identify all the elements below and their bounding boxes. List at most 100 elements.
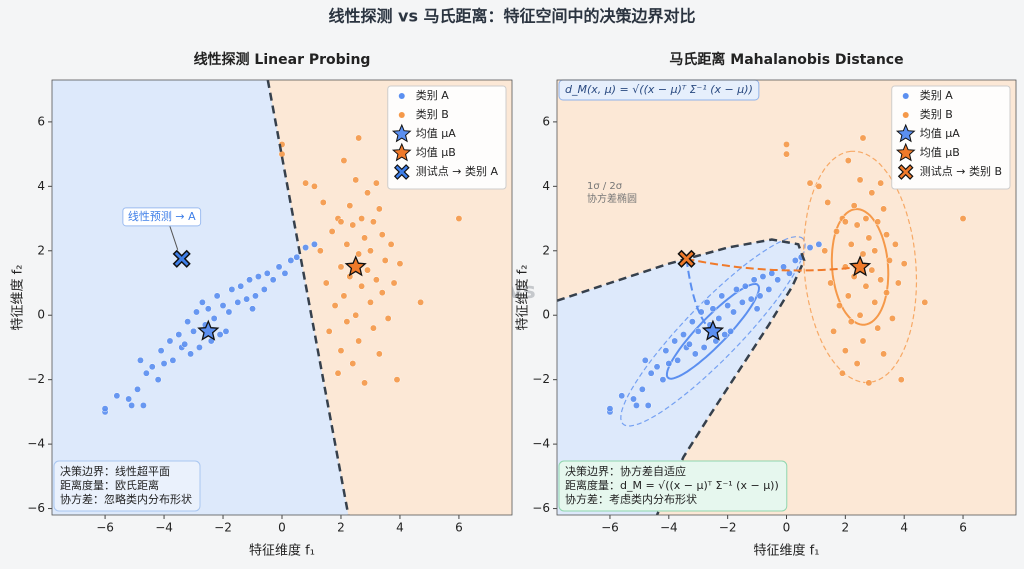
info-box — [53, 460, 201, 512]
data-point — [815, 182, 823, 190]
data-point — [322, 279, 330, 287]
mean-marker — [344, 255, 367, 277]
data-point — [166, 337, 174, 345]
data-point — [302, 244, 310, 252]
data-point — [249, 305, 256, 313]
info-line: 距离度量：d_M = √((x − μ)ᵀ Σ⁻¹ (x − μ)) — [565, 478, 779, 492]
figure-title: 线性探测 vs 马氏距离：特征空间中的决策边界对比 — [328, 7, 695, 26]
data-point — [880, 205, 888, 213]
data-point — [352, 176, 360, 184]
panel: −6 −4 −2 0 2 4 6 −6 −4 −2 0 2 4 6 线性探测 Linear Probing 特… — [10, 51, 513, 559]
data-point — [730, 308, 737, 316]
y-axis-label: 特征维度 f₂ — [10, 265, 26, 331]
data-point — [606, 405, 614, 413]
axes-frame — [556, 79, 1017, 516]
data-point — [190, 327, 197, 335]
decision-boundary — [557, 238, 806, 515]
data-point — [697, 308, 705, 316]
legend-swatch — [902, 93, 909, 99]
y-tick-label: −4 — [532, 437, 550, 451]
data-point — [833, 227, 840, 235]
data-point — [160, 360, 168, 368]
data-point — [310, 240, 318, 248]
data-point — [417, 298, 425, 306]
data-point — [780, 263, 788, 271]
data-point — [260, 285, 268, 293]
data-point — [369, 324, 377, 332]
data-point — [198, 298, 206, 306]
data-point — [844, 292, 852, 300]
data-point — [859, 337, 867, 345]
data-point — [113, 392, 121, 400]
x-tick-label: 2 — [842, 521, 850, 535]
data-point — [868, 266, 876, 274]
data-point — [372, 179, 380, 187]
x-axis-label: 特征维度 f₁ — [754, 543, 820, 559]
data-point — [228, 285, 236, 293]
data-point — [859, 250, 867, 258]
x-tick-label: −4 — [155, 521, 173, 535]
data-point — [234, 298, 242, 306]
data-point — [319, 198, 327, 206]
ellipse-label: 1σ / 2σ — [587, 181, 623, 192]
data-point — [618, 392, 626, 400]
mean-marker — [701, 319, 725, 341]
mean-marker — [848, 255, 872, 277]
legend-swatch — [398, 93, 405, 99]
y-tick-label: 0 — [37, 308, 45, 322]
y-tick-label: −2 — [27, 372, 45, 386]
info-line: 协方差：考虑类内分布形状 — [565, 492, 697, 506]
data-point — [337, 347, 345, 355]
x-tick-label: 0 — [278, 521, 286, 535]
data-point — [349, 221, 357, 229]
data-point — [334, 369, 342, 377]
panel: −6 −4 −2 0 2 4 6 −6 −4 −2 0 2 4 6 马氏距离 Mahalanobis Dis… — [515, 51, 1017, 559]
data-point — [709, 305, 717, 313]
data-point — [883, 231, 890, 239]
legend-label: 均值 μA — [920, 127, 960, 140]
test-point — [172, 249, 191, 268]
data-point — [193, 308, 200, 316]
data-point — [364, 266, 371, 274]
data-point — [774, 276, 782, 284]
data-point — [715, 314, 723, 322]
panel-title: 马氏距离 Mahalanobis Distance — [669, 51, 903, 68]
data-point — [921, 298, 929, 306]
data-point — [659, 376, 667, 384]
legend-box — [891, 85, 1011, 190]
panel-title: 线性探测 Linear Probing — [194, 51, 371, 68]
data-point — [101, 405, 109, 413]
data-point — [888, 314, 896, 322]
y-tick-label: 2 — [37, 243, 45, 257]
data-point — [378, 289, 386, 297]
data-point — [361, 234, 369, 242]
legend-swatch — [398, 112, 405, 118]
data-point — [310, 182, 318, 190]
data-point — [204, 305, 212, 313]
data-point — [815, 240, 823, 248]
data-point — [738, 298, 746, 306]
data-point — [847, 318, 855, 326]
data-point — [278, 150, 286, 158]
data-point — [269, 276, 277, 284]
data-point — [806, 179, 814, 187]
data-point — [346, 202, 354, 210]
data-point — [340, 157, 348, 165]
decision-boundary — [266, 80, 350, 515]
info-line: 距离度量：欧氏距离 — [60, 478, 159, 492]
test-point — [677, 249, 696, 268]
data-point — [871, 247, 879, 255]
data-point — [724, 302, 732, 310]
plot-area — [101, 80, 463, 515]
data-point — [768, 269, 776, 277]
legend: 类别 A 类别 B 均值 μA 均值 μB 测试点 → 类别 A — [387, 85, 507, 190]
data-point — [252, 292, 259, 300]
data-point — [128, 401, 136, 409]
data-point — [184, 318, 192, 326]
data-point — [680, 331, 687, 339]
data-point — [874, 324, 882, 332]
data-point — [856, 176, 864, 184]
legend-box — [387, 85, 507, 190]
data-point — [387, 240, 395, 248]
x-tick-label: 6 — [959, 521, 967, 535]
